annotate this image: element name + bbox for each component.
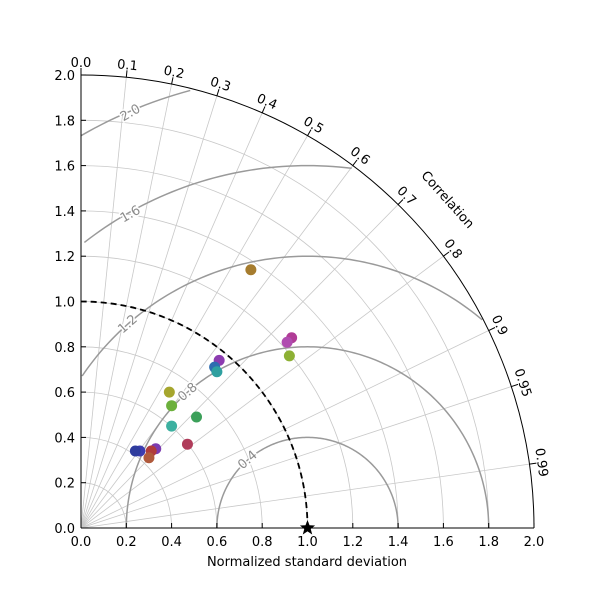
reference-star-marker [299,520,316,535]
correlation-tick-label: 0.4 [254,91,279,113]
correlation-grid-line [80,135,308,529]
correlation-tick-mark [511,383,519,388]
x-tick-label: 2.0 [524,535,545,550]
correlation-axis-title: Correlation [418,168,477,231]
correlation-tick-label: 0.1 [116,57,138,74]
correlation-tick-mark [261,106,266,114]
y-tick-label: 1.0 [54,296,75,311]
std-grid-arc [80,255,354,529]
correlation-tick-label: 0.9 [488,313,511,338]
y-tick-label: 1.4 [54,205,75,220]
correlation-tick-label: 0.99 [531,447,550,478]
data-point [143,452,155,464]
x-tick-label: 1.6 [433,535,454,550]
x-tick-label: 0.8 [252,535,273,550]
rms-contour [81,255,483,377]
data-point [245,264,257,276]
correlation-tick-mark [529,462,537,465]
y-tick-label: 1.2 [54,250,75,265]
y-tick-label: 1.6 [54,160,75,175]
model-points [129,264,316,535]
axis-labels: Normalized standard deviation Correlatio… [207,168,477,570]
correlation-tick-mark [171,77,174,85]
correlation-tick-label: 0.3 [208,75,232,96]
reference-arc [80,300,309,529]
std-grid-arc [80,165,444,529]
correlation-tick-mark [488,327,496,331]
y-tick-label: 0.0 [54,522,75,537]
x-tick-label: 0.0 [71,535,92,550]
correlation-tick-mark [397,199,404,205]
x-tick-label: 1.0 [297,535,318,550]
reference-std-arc [80,300,309,529]
outer-arc [80,74,535,529]
data-point [166,420,178,432]
rms-contour [80,89,191,137]
x-tick-label: 0.4 [161,535,182,550]
axis-ticks: 0.0 0.1 0.20.30.40.50.60.70.80.90.950.990.… [54,56,550,550]
y-tick-label: 0.8 [54,341,75,356]
data-point [281,336,293,348]
y-tick-label: 2.0 [54,69,75,84]
correlation-tick-label: 0.0 [71,56,92,71]
x-tick-label: 1.8 [478,535,499,550]
x-axis-title: Normalized standard deviation [207,555,407,570]
correlation-tick-label: 0.2 [162,63,185,82]
correlation-tick-mark [125,70,128,78]
data-point [191,411,203,423]
x-tick-label: 0.6 [207,535,228,550]
correlation-grid-line [80,165,354,529]
std-grid-arc [80,346,263,529]
correlation-tick-mark [216,89,220,97]
correlation-tick-label: 0.6 [347,144,373,168]
data-point [283,350,295,362]
data-point [163,386,175,398]
data-point [129,445,141,457]
std-grid-arc [80,482,127,529]
data-point [211,366,223,378]
correlation-tick-mark [443,251,450,257]
correlation-tick-mark [352,159,358,166]
rms-contour [125,346,490,529]
correlation-tick-mark [307,129,312,136]
std-grid-arc [80,210,399,529]
y-tick-label: 1.8 [54,114,75,129]
y-tick-label: 0.2 [54,477,75,492]
data-point [166,400,178,412]
rms-contour [83,164,352,244]
correlation-tick-label: 0.8 [440,237,464,263]
correlation-grid-line [80,95,218,529]
rms-contour [216,436,399,529]
data-point [181,438,193,450]
y-tick-label: 0.4 [54,431,75,446]
x-tick-label: 1.4 [388,535,409,550]
x-tick-label: 0.2 [116,535,137,550]
std-grid-arc [80,391,218,529]
y-tick-label: 0.6 [54,386,75,401]
std-grid-arc [80,119,490,529]
x-tick-label: 1.2 [342,535,363,550]
